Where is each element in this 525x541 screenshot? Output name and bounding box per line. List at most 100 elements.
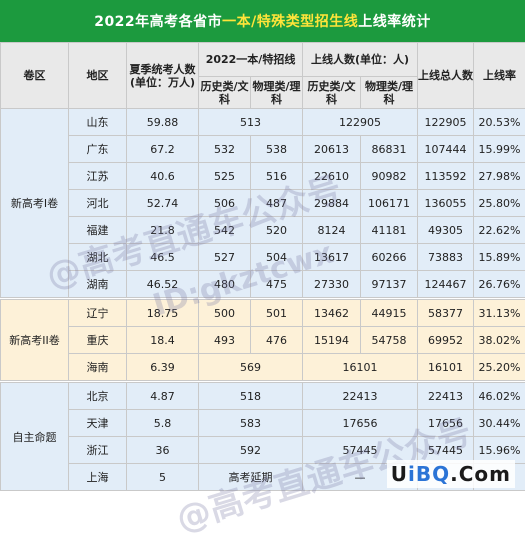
cell-candidates: 4.87 — [127, 383, 199, 410]
cell-admitted-physics: 97137 — [361, 271, 418, 298]
cell-region: 湖北 — [69, 244, 127, 271]
table-row: 自主命题 北京 4.87 518 22413 22413 46.02% — [1, 383, 525, 410]
cell-region: 重庆 — [69, 327, 127, 354]
header-admitted-history: 历史类/文科 — [303, 77, 361, 109]
cell-candidates: 21.8 — [127, 217, 199, 244]
cell-admitted-history: 8124 — [303, 217, 361, 244]
cell-total: 49305 — [418, 217, 474, 244]
table-row: 新高考I卷 山东 59.88 513 122905 122905 20.53% — [1, 109, 525, 136]
cell-cutoff: 513 — [199, 109, 303, 136]
cell-admitted: 17656 — [303, 410, 418, 437]
table-row: 河北 52.74 506 487 29884 106171 136055 25.… — [1, 190, 525, 217]
cell-admitted: 122905 — [303, 109, 418, 136]
cell-candidates: 18.4 — [127, 327, 199, 354]
cell-cutoff: 592 — [199, 437, 303, 464]
cell-cutoff: 569 — [199, 354, 303, 381]
cell-rate: 15.89% — [474, 244, 525, 271]
table-row: 江苏 40.6 525 516 22610 90982 113592 27.98… — [1, 163, 525, 190]
title-highlight: 一本/特殊类型招生线 — [222, 11, 358, 31]
header-cutoff: 2022一本/特招线 — [199, 43, 303, 77]
cell-cutoff-physics: 538 — [251, 136, 303, 163]
table-row: 福建 21.8 542 520 8124 41181 49305 22.62% — [1, 217, 525, 244]
table-row: 海南 6.39 569 16101 16101 25.20% — [1, 354, 525, 381]
cell-admitted-history: 22610 — [303, 163, 361, 190]
cell-admitted-history: 15194 — [303, 327, 361, 354]
header-candidates: 夏季统考人数(单位：万人) — [127, 43, 199, 109]
header-cutoff-history: 历史类/文科 — [199, 77, 251, 109]
cell-rate: 22.62% — [474, 217, 525, 244]
cell-rate: 38.02% — [474, 327, 525, 354]
cell-candidates: 46.52 — [127, 271, 199, 298]
table-title: 2022年高考各省市一本/特殊类型招生线上线率统计 — [0, 0, 525, 42]
cell-cutoff-physics: 476 — [251, 327, 303, 354]
cell-rate: 46.02% — [474, 383, 525, 410]
cell-admitted-history: 13617 — [303, 244, 361, 271]
cell-region: 河北 — [69, 190, 127, 217]
title-suffix: 上线率统计 — [358, 11, 431, 31]
logo-suffix: .Com — [450, 462, 511, 486]
cell-total: 107444 — [418, 136, 474, 163]
cell-region: 上海 — [69, 464, 127, 491]
cell-rate: 25.20% — [474, 354, 525, 381]
cell-total: 16101 — [418, 354, 474, 381]
cell-region: 天津 — [69, 410, 127, 437]
cell-total: 17656 — [418, 410, 474, 437]
group-label: 新高考II卷 — [1, 300, 69, 381]
cell-total: 124467 — [418, 271, 474, 298]
cell-candidates: 40.6 — [127, 163, 199, 190]
cell-cutoff: 高考延期 — [199, 464, 303, 491]
table-row: 重庆 18.4 493 476 15194 54758 69952 38.02% — [1, 327, 525, 354]
cell-cutoff: 583 — [199, 410, 303, 437]
cell-cutoff-history: 480 — [199, 271, 251, 298]
table-row: 湖北 46.5 527 504 13617 60266 73883 15.89% — [1, 244, 525, 271]
cell-cutoff-history: 532 — [199, 136, 251, 163]
cell-candidates: 59.88 — [127, 109, 199, 136]
group-label: 自主命题 — [1, 383, 69, 491]
logo-mid: iBQ — [408, 462, 450, 486]
cell-total: 136055 — [418, 190, 474, 217]
cell-total: 113592 — [418, 163, 474, 190]
cell-candidates: 5 — [127, 464, 199, 491]
cell-cutoff-history: 542 — [199, 217, 251, 244]
cell-admitted-physics: 106171 — [361, 190, 418, 217]
cell-admitted-history: 27330 — [303, 271, 361, 298]
header-region: 地区 — [69, 43, 127, 109]
cell-region: 山东 — [69, 109, 127, 136]
table-row: 新高考II卷 辽宁 18.75 500 501 13462 44915 5837… — [1, 300, 525, 327]
table-row: 广东 67.2 532 538 20613 86831 107444 15.99… — [1, 136, 525, 163]
cell-candidates: 67.2 — [127, 136, 199, 163]
cell-rate: 26.76% — [474, 271, 525, 298]
cell-region: 福建 — [69, 217, 127, 244]
cell-total: 122905 — [418, 109, 474, 136]
logo-text: UiBQ.Com — [391, 462, 511, 486]
cell-admitted-physics: 44915 — [361, 300, 418, 327]
header-region-group: 卷区 — [1, 43, 69, 109]
cell-region: 北京 — [69, 383, 127, 410]
header-admitted: 上线人数(单位：人) — [303, 43, 418, 77]
cell-rate: 27.98% — [474, 163, 525, 190]
cell-region: 湖南 — [69, 271, 127, 298]
cell-region: 海南 — [69, 354, 127, 381]
site-logo: UiBQ.Com — [387, 460, 515, 488]
cell-rate: 31.13% — [474, 300, 525, 327]
cell-admitted-history: 13462 — [303, 300, 361, 327]
stats-table: 卷区 地区 夏季统考人数(单位：万人) 2022一本/特招线 上线人数(单位：人… — [0, 42, 525, 491]
cell-admitted: 16101 — [303, 354, 418, 381]
cell-cutoff-history: 527 — [199, 244, 251, 271]
cell-admitted-physics: 54758 — [361, 327, 418, 354]
cell-candidates: 52.74 — [127, 190, 199, 217]
cell-admitted-history: 29884 — [303, 190, 361, 217]
cell-rate: 30.44% — [474, 410, 525, 437]
cell-cutoff-physics: 487 — [251, 190, 303, 217]
cell-candidates: 5.8 — [127, 410, 199, 437]
cell-total: 22413 — [418, 383, 474, 410]
cell-candidates: 6.39 — [127, 354, 199, 381]
title-prefix: 2022年高考各省市 — [94, 11, 222, 31]
cell-rate: 20.53% — [474, 109, 525, 136]
cell-rate: 25.80% — [474, 190, 525, 217]
group-label: 新高考I卷 — [1, 109, 69, 298]
cell-region: 浙江 — [69, 437, 127, 464]
cell-total: 69952 — [418, 327, 474, 354]
cell-cutoff-physics: 501 — [251, 300, 303, 327]
header-rate: 上线率 — [474, 43, 525, 109]
